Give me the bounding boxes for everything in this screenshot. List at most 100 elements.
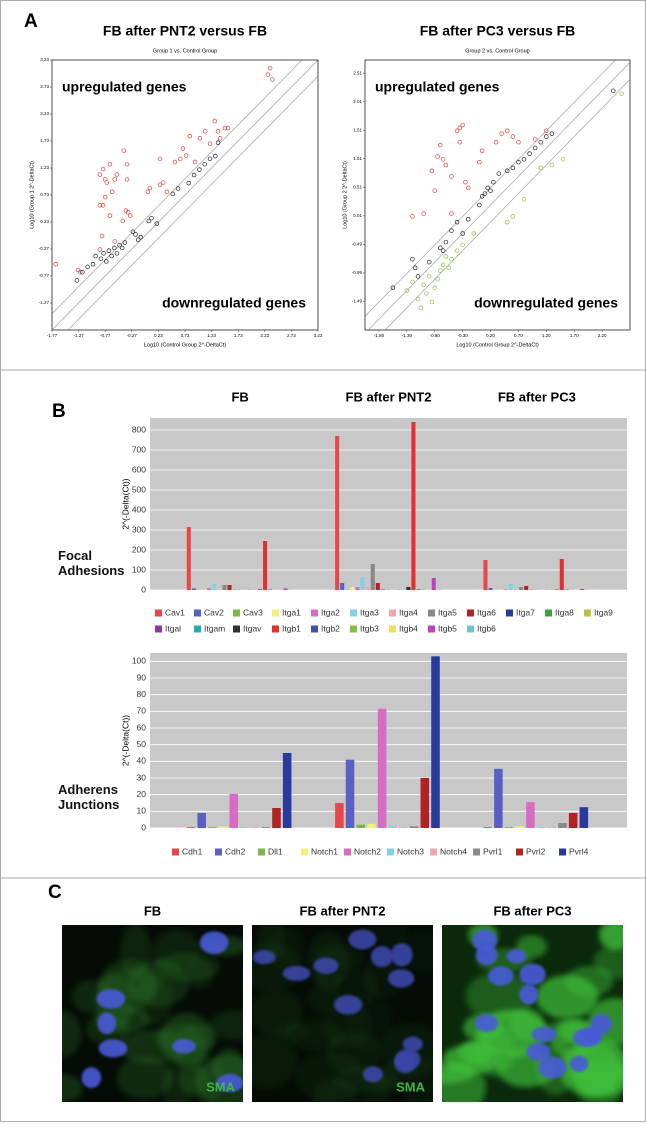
nucleus	[334, 995, 362, 1015]
bar	[411, 422, 415, 590]
legend-swatch	[467, 626, 474, 633]
bar	[558, 823, 567, 828]
micrograph-title: FB after PC3	[493, 903, 571, 918]
bar	[410, 826, 419, 828]
y-tick-label: 1.51	[353, 127, 362, 132]
nucleus	[526, 1043, 550, 1061]
legend-label: Itgb4	[399, 623, 418, 633]
legend-swatch	[428, 626, 435, 633]
nucleus	[488, 966, 513, 986]
legend-label: Itgav	[243, 623, 262, 633]
x-tick-label: -0.27	[127, 333, 138, 338]
legend-label: Cav1	[165, 607, 185, 617]
x-tick-label: -0.30	[457, 333, 468, 338]
legend-swatch	[233, 610, 240, 617]
legend-swatch	[430, 849, 437, 856]
bar	[219, 826, 228, 828]
y-tick-label: 1.01	[353, 156, 362, 161]
legend-swatch	[172, 849, 179, 856]
bar	[208, 827, 217, 828]
legend-swatch	[258, 849, 265, 856]
y-tick-label: 400	[132, 504, 146, 514]
legend-swatch	[233, 626, 240, 633]
legend-swatch	[584, 610, 591, 617]
nucleus	[97, 989, 126, 1009]
y-tick-label: 30	[137, 772, 147, 782]
legend-swatch	[559, 849, 566, 856]
bar	[346, 760, 355, 828]
nucleus	[570, 1056, 589, 1072]
y-tick-label: 0	[141, 822, 146, 832]
bar	[548, 828, 557, 829]
x-tick-label: -0.80	[430, 333, 441, 338]
legend-swatch	[215, 849, 222, 856]
y-tick-label: 700	[132, 444, 146, 454]
y-tick-label: 2.73	[40, 84, 49, 89]
y-tick-label: -0.77	[39, 273, 50, 278]
bar	[431, 656, 440, 828]
legend-swatch	[194, 610, 201, 617]
y-tick-label: 0	[141, 584, 146, 594]
bar	[376, 583, 380, 590]
legend-swatch	[350, 626, 357, 633]
cytoplasm	[272, 1020, 308, 1043]
legend-label: Cdh1	[182, 846, 203, 856]
y-tick-label: -0.27	[39, 246, 50, 251]
row-label-box: Adherens Junctions	[58, 782, 143, 818]
x-tick-label: 1.20	[542, 333, 551, 338]
bar	[263, 541, 267, 590]
nucleus	[394, 1052, 416, 1073]
bar	[399, 827, 408, 828]
y-tick-label: 1.23	[40, 165, 49, 170]
annotation: downregulated genes	[474, 295, 618, 311]
chart-subtitle: Group 1 vs. Control Group	[153, 48, 218, 54]
nucleus	[200, 931, 229, 954]
bar	[251, 828, 260, 829]
bar	[371, 564, 375, 590]
x-tick-label: 2.73	[287, 333, 296, 338]
nucleus	[476, 945, 498, 965]
row-label-box: Focal Adhesions	[58, 548, 143, 584]
nucleus	[403, 1036, 423, 1051]
legend-swatch	[272, 610, 279, 617]
nucleus	[388, 969, 414, 987]
nucleus	[283, 966, 311, 981]
legend-label: Itgam	[204, 623, 225, 633]
legend-label: Itgb5	[438, 623, 457, 633]
stain-label: SMA	[586, 1079, 616, 1094]
x-tick-label: 1.73	[234, 333, 243, 338]
legend-swatch	[506, 610, 513, 617]
y-tick-label: 0.23	[40, 219, 49, 224]
y-axis-label: 2^(-Delta(Ct))	[120, 478, 130, 529]
y-tick-label: 50	[137, 739, 147, 749]
y-tick-label: 200	[132, 544, 146, 554]
y-tick-label: 10	[137, 806, 147, 816]
nucleus	[97, 1013, 116, 1035]
y-axis-label: 2^(-Delta(Ct))	[120, 715, 130, 766]
legend-label: Itga1	[282, 607, 301, 617]
x-tick-label: 0.20	[486, 333, 495, 338]
legend-label: Cav2	[204, 607, 224, 617]
x-tick-label: -1.27	[73, 333, 84, 338]
bar	[212, 584, 216, 590]
legend-swatch	[194, 626, 201, 633]
x-tick-label: -0.77	[100, 333, 111, 338]
micrograph	[234, 910, 463, 1122]
y-tick-label: 0.73	[40, 192, 49, 197]
bar	[192, 588, 196, 590]
legend-label: Notch4	[440, 846, 467, 856]
legend-label: Itgb1	[282, 623, 301, 633]
legend-swatch	[272, 626, 279, 633]
x-tick-label: 2.23	[260, 333, 269, 338]
y-tick-label: 40	[137, 756, 147, 766]
legend-swatch	[428, 610, 435, 617]
bar	[187, 827, 196, 828]
x-tick-label: 1.23	[207, 333, 216, 338]
bar	[283, 588, 287, 590]
legend-label: Itgb3	[360, 623, 379, 633]
panel-label: B	[52, 401, 66, 422]
y-tick-label: 90	[137, 672, 147, 682]
bar	[356, 825, 365, 828]
y-tick-label: 1.73	[40, 138, 49, 143]
